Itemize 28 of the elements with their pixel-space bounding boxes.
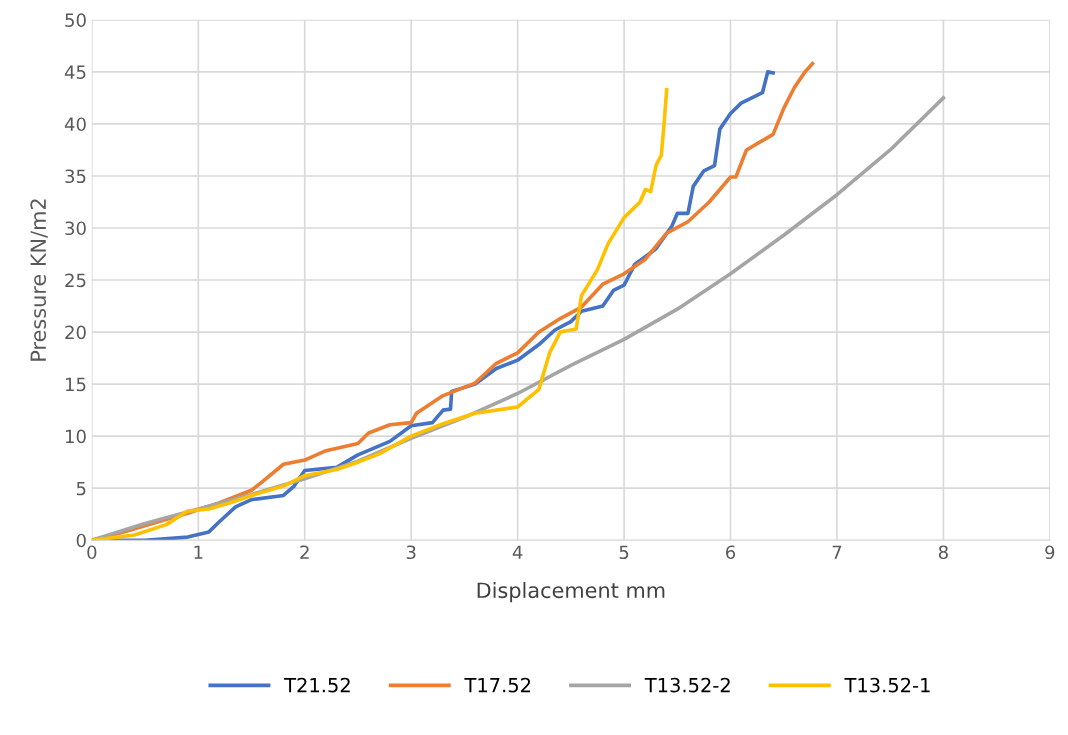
x-tick-label: 3 <box>406 545 416 560</box>
x-tick-label: 0 <box>87 545 97 560</box>
y-axis-title: Pressure KN/m2 <box>30 199 48 361</box>
legend-label: T13.52-1 <box>844 677 930 693</box>
y-tick-label: 25 <box>65 273 86 288</box>
y-tick-label: 45 <box>64 65 86 79</box>
x-axis-title: Displacement mm <box>477 582 665 603</box>
x-tick-label: 6 <box>726 545 736 560</box>
y-tick-label: 35 <box>65 169 86 184</box>
x-tick-label: 7 <box>832 545 842 559</box>
x-tick-label: 8 <box>938 545 948 560</box>
y-tick-label: 30 <box>65 221 86 236</box>
x-tick-label: 4 <box>512 545 523 559</box>
y-tick-label: 10 <box>65 429 86 444</box>
line-series <box>91 87 669 541</box>
y-tick-label: 15 <box>65 377 86 392</box>
legend-label: T17.52 <box>464 677 531 693</box>
x-tick-label: 2 <box>300 545 309 559</box>
x-tick-label: 1 <box>194 545 203 559</box>
y-tick-label: 0 <box>76 533 86 548</box>
x-tick-label: 5 <box>619 545 629 560</box>
y-tick-label: 40 <box>64 117 86 132</box>
y-tick-label: 5 <box>76 481 86 496</box>
x-tick-label: 9 <box>1045 545 1055 560</box>
legend-label: T21.52 <box>284 677 350 693</box>
legend-label: T13.52-2 <box>644 677 730 693</box>
y-tick-label: 20 <box>65 325 86 340</box>
y-tick-label: 50 <box>65 13 86 27</box>
